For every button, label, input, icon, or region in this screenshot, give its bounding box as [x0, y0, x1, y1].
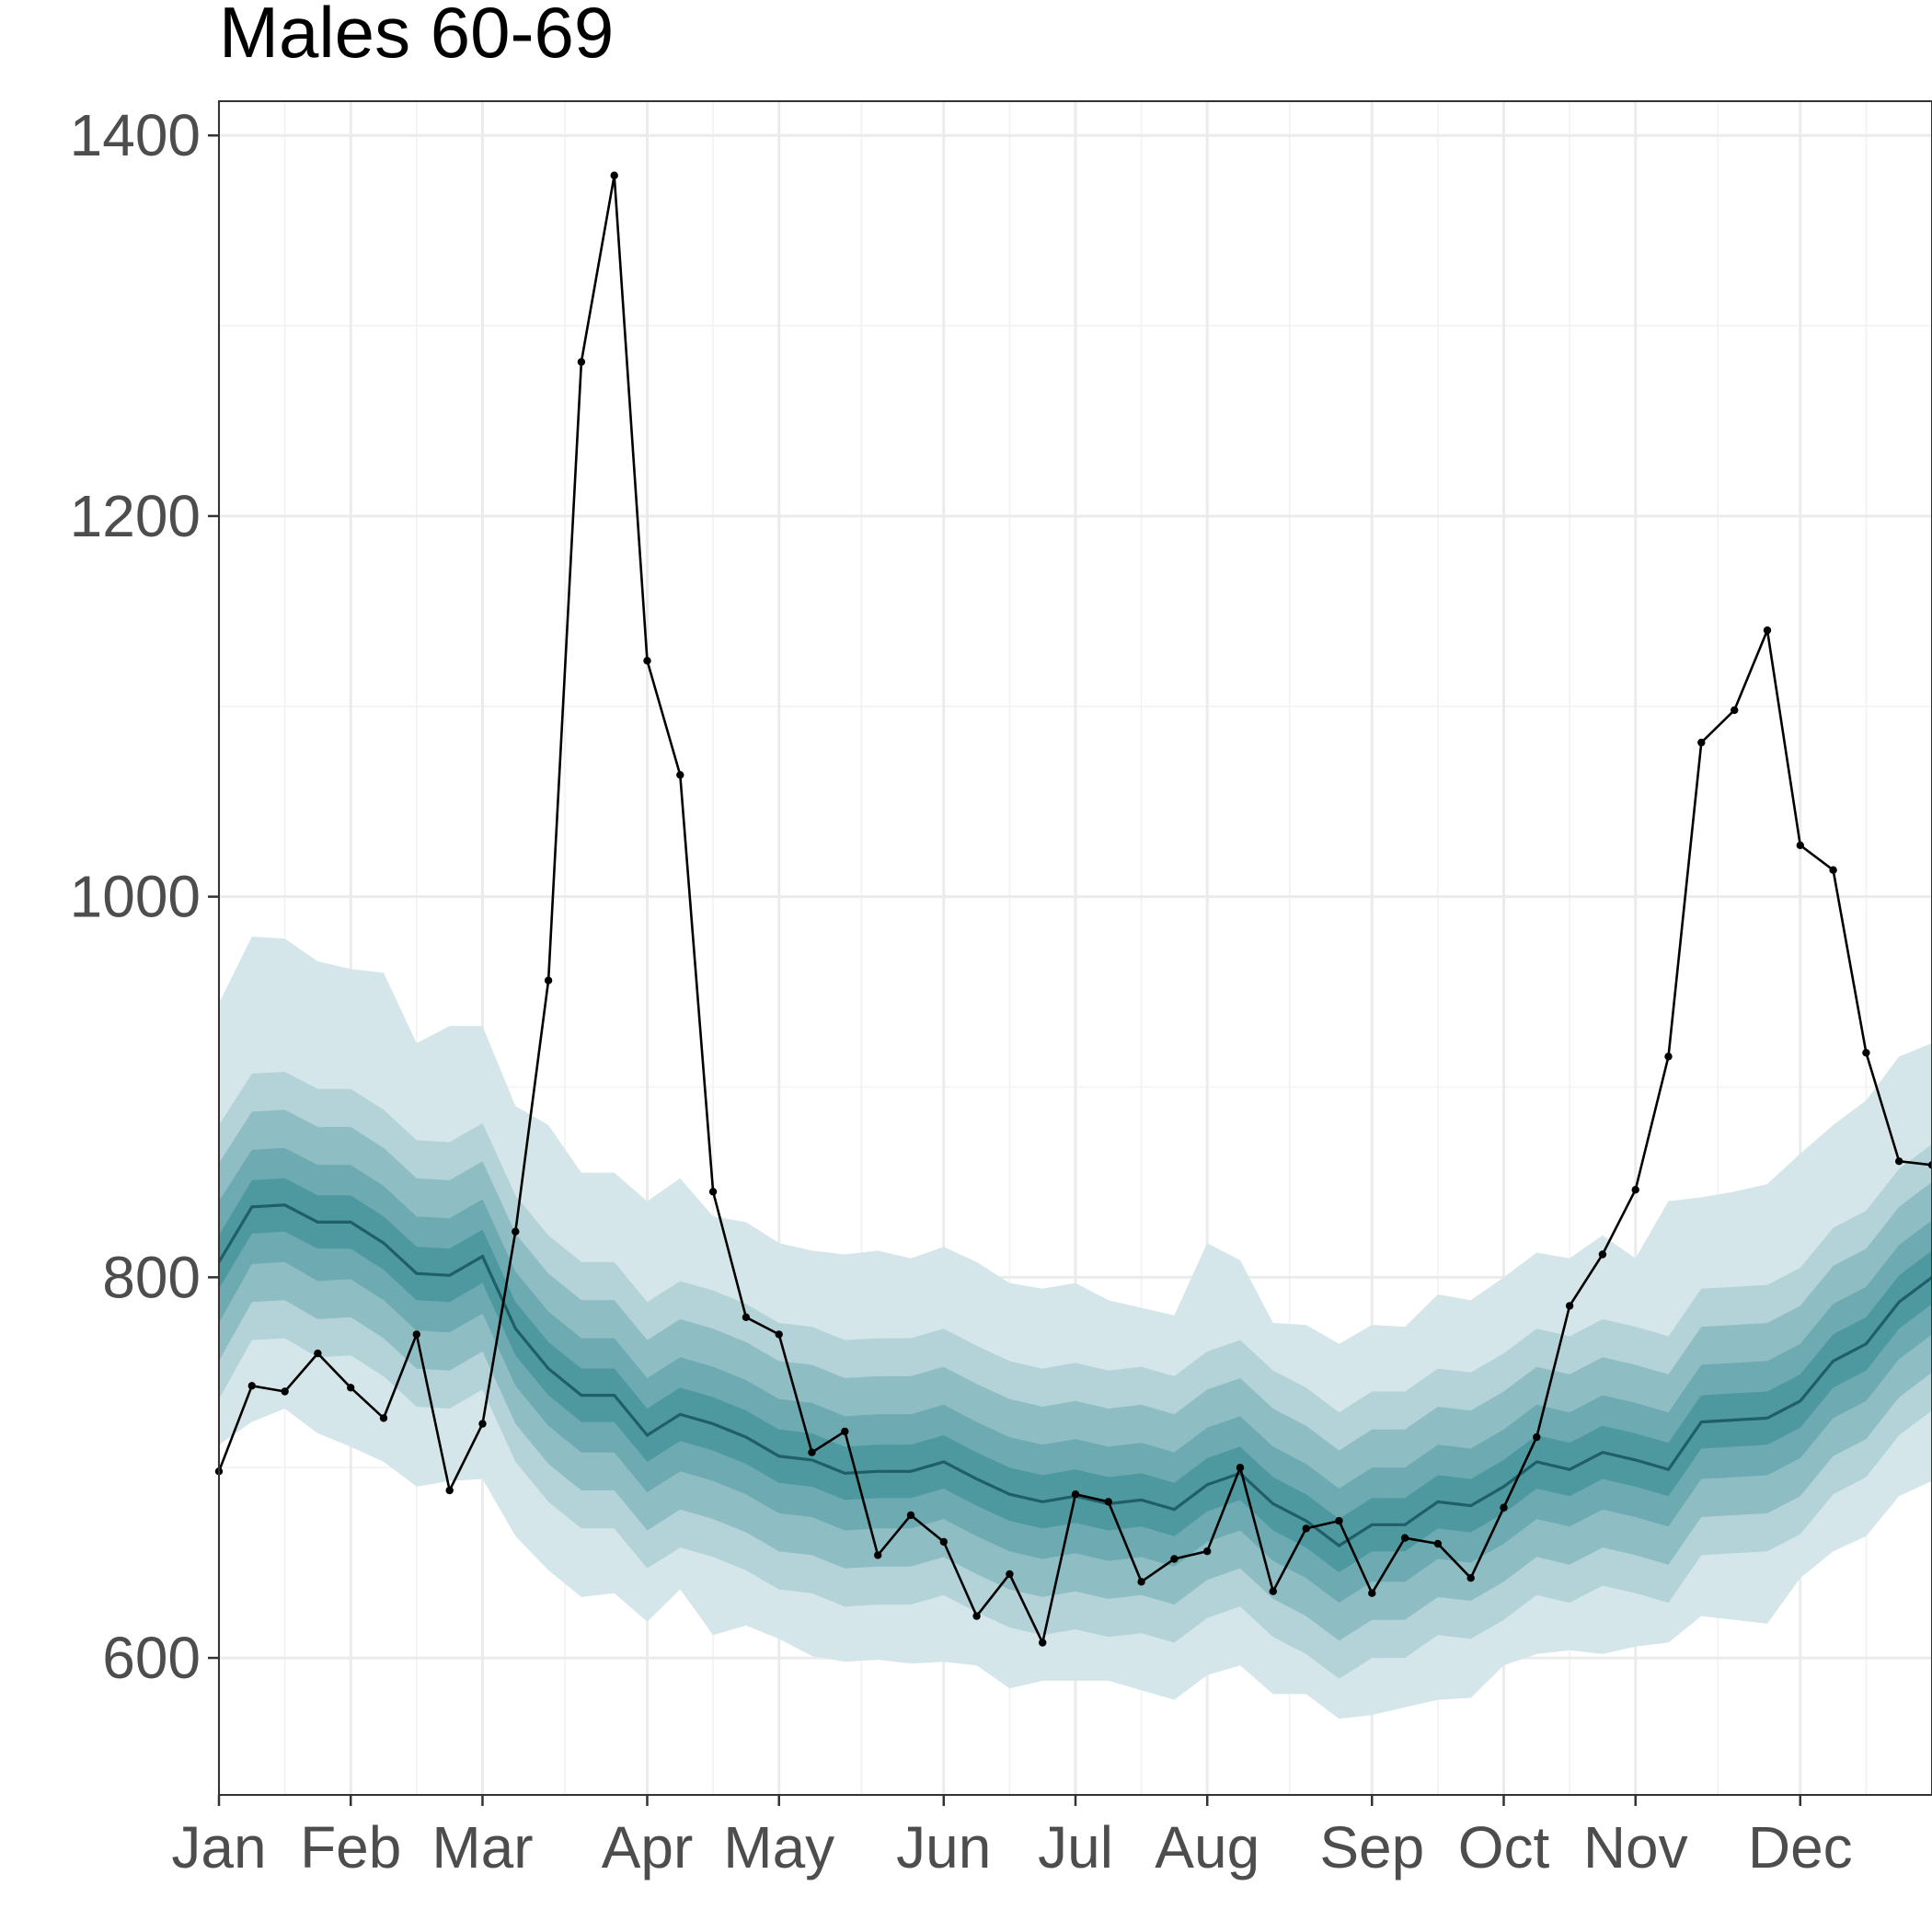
y-tick-label: 1000 — [70, 864, 201, 930]
chart-title: Males 60-69 — [219, 0, 614, 73]
observed-point — [512, 1227, 520, 1236]
observed-point — [1927, 1161, 1932, 1169]
observed-point — [775, 1330, 783, 1339]
observed-point — [478, 1420, 487, 1428]
observed-point — [1565, 1302, 1574, 1310]
x-tick-label: Oct — [1458, 1814, 1550, 1880]
observed-point — [1203, 1547, 1212, 1556]
observed-point — [1631, 1186, 1639, 1194]
observed-point — [643, 657, 651, 665]
observed-point — [1368, 1589, 1376, 1597]
y-axis: 600 800 1000 1200 1400 — [70, 102, 219, 1691]
observed-point — [1170, 1555, 1179, 1563]
observed-point — [1895, 1157, 1903, 1166]
observed-point — [1533, 1432, 1541, 1442]
x-tick-label: Sep — [1319, 1814, 1424, 1880]
observed-point — [1731, 706, 1739, 715]
prediction-band-4 — [219, 1178, 1932, 1572]
observed-point — [1335, 1516, 1343, 1525]
observed-point — [610, 171, 618, 179]
x-tick-label: Apr — [602, 1814, 694, 1880]
x-tick-label: Jul — [1038, 1814, 1113, 1880]
observed-point — [1697, 738, 1706, 747]
observed-point — [1236, 1464, 1245, 1472]
observed-point — [1466, 1574, 1475, 1582]
y-tick-label: 1200 — [70, 483, 201, 549]
observed-point — [1664, 1052, 1673, 1061]
x-tick-label: Aug — [1155, 1814, 1259, 1880]
x-tick-label: Nov — [1583, 1814, 1688, 1880]
observed-point — [676, 771, 684, 779]
observed-point — [1302, 1524, 1310, 1533]
observed-point — [708, 1188, 718, 1196]
x-tick-label: Dec — [1748, 1814, 1853, 1880]
observed-point — [1598, 1250, 1607, 1259]
y-tick-label: 600 — [102, 1625, 201, 1691]
observed-series — [214, 171, 1932, 1647]
observed-point — [1269, 1587, 1278, 1595]
observed-point — [841, 1427, 849, 1436]
observed-point — [1006, 1570, 1014, 1579]
observed-point — [972, 1612, 981, 1620]
prediction-bands — [219, 937, 1932, 1719]
observed-point — [412, 1330, 420, 1339]
observed-point — [742, 1313, 751, 1322]
observed-point — [874, 1551, 882, 1559]
observed-point — [544, 976, 553, 984]
observed-point — [906, 1511, 915, 1520]
observed-point — [1104, 1498, 1113, 1506]
observed-point — [1763, 626, 1772, 635]
x-tick-label: Mar — [431, 1814, 533, 1880]
observed-point — [1039, 1639, 1047, 1647]
observed-point — [1829, 866, 1837, 874]
observed-point — [1433, 1539, 1443, 1548]
observed-point — [247, 1382, 256, 1390]
observed-point — [1071, 1490, 1080, 1499]
x-tick-label: Jun — [896, 1814, 991, 1880]
observed-point — [1862, 1049, 1870, 1057]
y-tick-label: 800 — [102, 1244, 201, 1310]
observed-point — [379, 1414, 388, 1422]
observed-point — [347, 1384, 355, 1392]
observed-point — [577, 358, 586, 366]
x-axis: Jan Feb Mar Apr May Jun Jul Aug Sep Oct Nov Dec — [171, 1795, 1853, 1880]
x-tick-label: Feb — [300, 1814, 401, 1880]
observed-point — [808, 1448, 816, 1456]
y-tick-label: 1400 — [70, 102, 201, 168]
observed-point — [281, 1387, 289, 1396]
observed-point — [1137, 1578, 1145, 1586]
x-tick-label: Jan — [171, 1814, 266, 1880]
observed-point — [1500, 1503, 1508, 1512]
observed-point — [1400, 1534, 1409, 1542]
x-tick-label: May — [723, 1814, 834, 1880]
observed-point — [445, 1486, 454, 1495]
observed-point — [1796, 841, 1805, 849]
observed-point — [314, 1349, 322, 1358]
observed-point — [939, 1537, 948, 1547]
